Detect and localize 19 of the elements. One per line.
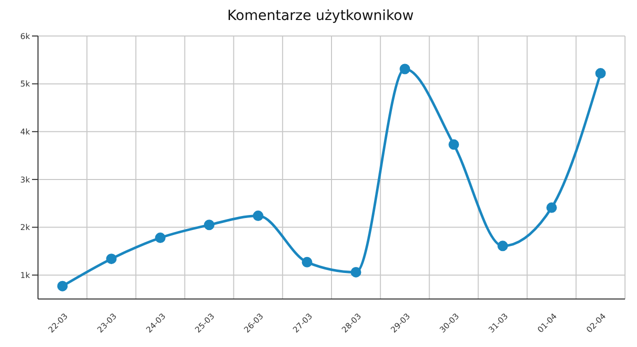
- point: [400, 64, 410, 74]
- point: [448, 139, 460, 150]
- point: [204, 220, 214, 230]
- y-tick-label: 6k: [20, 32, 30, 41]
- y-tick-label: 4k: [20, 127, 30, 136]
- point: [546, 202, 557, 213]
- point: [350, 266, 362, 278]
- point: [155, 232, 166, 244]
- point: [302, 256, 312, 268]
- point: [57, 280, 68, 292]
- y-tick-label: 3k: [20, 175, 30, 184]
- point: [595, 68, 606, 79]
- point: [252, 210, 264, 222]
- y-tick-label: 1k: [20, 270, 30, 280]
- y-tick-label: 5k: [20, 80, 30, 89]
- chart-title: Komentarze użytkownikow: [226, 8, 415, 24]
- point: [106, 254, 117, 264]
- point: [497, 240, 508, 252]
- y-tick-label: 2k: [20, 223, 30, 232]
